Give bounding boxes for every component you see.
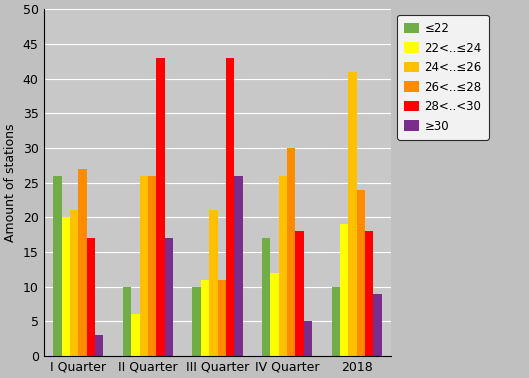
Bar bbox=[140, 176, 148, 356]
Bar bbox=[295, 231, 304, 356]
Bar bbox=[156, 58, 165, 356]
Bar bbox=[357, 189, 365, 356]
Bar bbox=[70, 210, 78, 356]
Bar bbox=[95, 335, 103, 356]
Bar bbox=[348, 71, 357, 356]
Bar bbox=[62, 217, 70, 356]
Bar bbox=[340, 224, 348, 356]
Bar bbox=[165, 238, 173, 356]
Legend: ≤22, 22<..≤24, 24<..≤26, 26<..≤28, 28<..<30, ≥30: ≤22, 22<..≤24, 24<..≤26, 26<..≤28, 28<..… bbox=[397, 15, 489, 140]
Bar bbox=[131, 314, 140, 356]
Bar bbox=[53, 176, 62, 356]
Bar bbox=[234, 176, 243, 356]
Bar bbox=[123, 287, 131, 356]
Bar bbox=[148, 176, 156, 356]
Y-axis label: Amount of stations: Amount of stations bbox=[4, 123, 17, 242]
Bar bbox=[304, 321, 312, 356]
Bar bbox=[217, 280, 226, 356]
Bar bbox=[78, 169, 87, 356]
Bar bbox=[209, 210, 217, 356]
Bar bbox=[373, 294, 382, 356]
Bar bbox=[201, 280, 209, 356]
Bar bbox=[87, 238, 95, 356]
Bar bbox=[287, 148, 295, 356]
Bar bbox=[279, 176, 287, 356]
Bar bbox=[270, 273, 279, 356]
Bar bbox=[226, 58, 234, 356]
Bar bbox=[332, 287, 340, 356]
Bar bbox=[262, 238, 270, 356]
Bar bbox=[193, 287, 201, 356]
Bar bbox=[365, 231, 373, 356]
